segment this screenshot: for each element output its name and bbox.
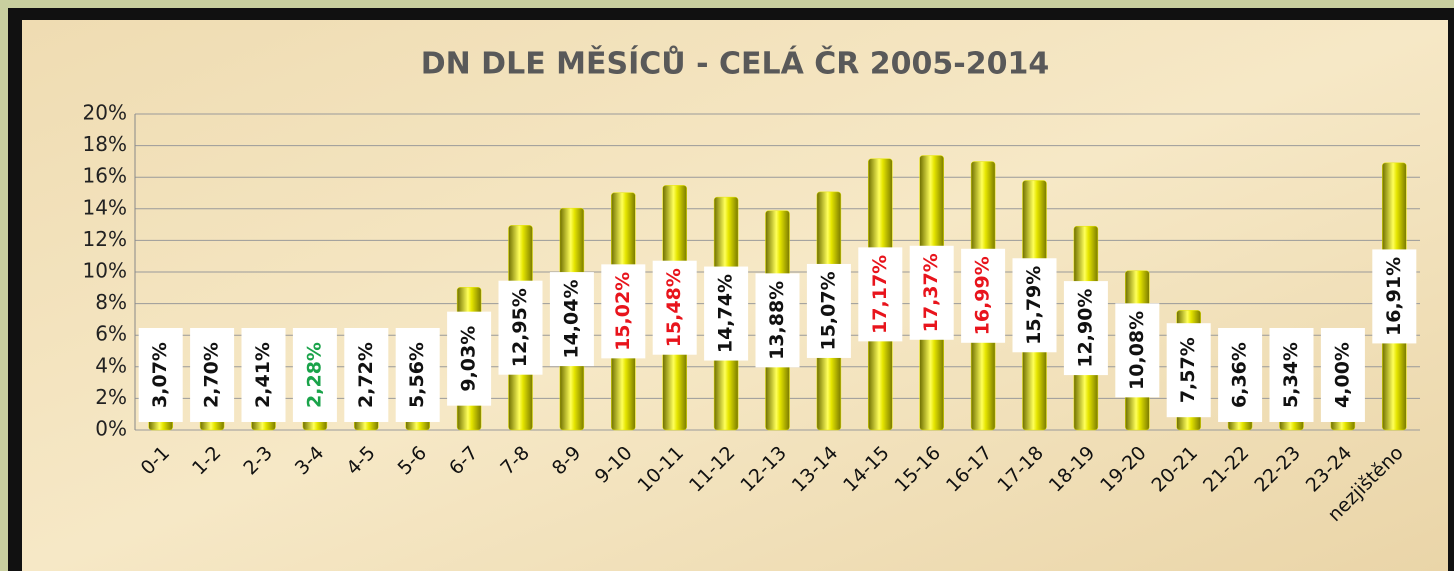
label-box [704, 266, 749, 361]
y-tick-label: 20% [83, 101, 127, 125]
y-tick-label: 18% [83, 132, 127, 156]
value-label: 9,03% [458, 326, 480, 392]
value-label: 7,57% [1177, 337, 1199, 403]
y-tick-label: 4% [95, 353, 127, 377]
label-box [1269, 328, 1314, 422]
label-box [1218, 328, 1263, 422]
y-tick-label: 12% [83, 227, 127, 251]
value-label: 2,28% [303, 342, 325, 408]
value-label: 15,48% [663, 268, 685, 347]
chart-title: DN DLE MĚSÍCŮ - CELÁ ČR 2005-2014 [421, 45, 1050, 82]
value-label: 14,04% [560, 280, 582, 359]
label-box [190, 328, 235, 422]
value-label: 15,02% [612, 272, 634, 351]
label-box [344, 328, 389, 422]
value-label: 15,79% [1023, 266, 1045, 345]
label-box [755, 273, 800, 368]
value-label: 14,74% [715, 274, 737, 353]
label-box [652, 260, 697, 355]
value-label: 6,36% [1229, 342, 1251, 408]
value-label: 2,70% [201, 342, 223, 408]
label-box [1372, 249, 1417, 344]
label-box [806, 263, 851, 358]
y-tick-label: 14% [83, 195, 127, 219]
label-box [601, 264, 646, 359]
label-box [1166, 323, 1211, 418]
value-label: 10,08% [1126, 311, 1148, 390]
value-label: 5,34% [1280, 342, 1302, 408]
label-box [241, 328, 286, 422]
value-label: 16,99% [972, 256, 994, 335]
y-tick-label: 2% [95, 385, 127, 409]
y-tick-label: 16% [83, 164, 127, 188]
label-box [138, 328, 183, 422]
label-box [1320, 328, 1365, 422]
value-label: 2,41% [252, 342, 274, 408]
value-label: 17,17% [869, 255, 891, 334]
y-tick-label: 0% [95, 417, 127, 441]
label-box [858, 247, 903, 342]
value-label: 5,56% [406, 342, 428, 408]
value-label: 16,91% [1383, 257, 1405, 336]
label-box [1115, 303, 1160, 398]
label-box [1012, 258, 1057, 353]
value-label: 4,00% [1331, 342, 1353, 408]
label-box [395, 328, 440, 422]
y-tick-label: 6% [95, 322, 127, 346]
label-box [292, 328, 337, 422]
label-box [1063, 281, 1108, 376]
value-label: 13,88% [766, 281, 788, 360]
value-label: 12,95% [509, 288, 531, 367]
label-box [447, 311, 492, 406]
label-box [498, 280, 543, 375]
value-label: 3,07% [149, 342, 171, 408]
y-tick-label: 10% [83, 259, 127, 283]
label-box [961, 248, 1006, 343]
label-box [909, 245, 954, 340]
label-box [549, 272, 594, 367]
value-label: 12,90% [1074, 289, 1096, 368]
value-label: 2,72% [355, 342, 377, 408]
value-label: 17,37% [920, 253, 942, 332]
y-tick-label: 8% [95, 290, 127, 314]
value-label: 15,07% [817, 271, 839, 350]
